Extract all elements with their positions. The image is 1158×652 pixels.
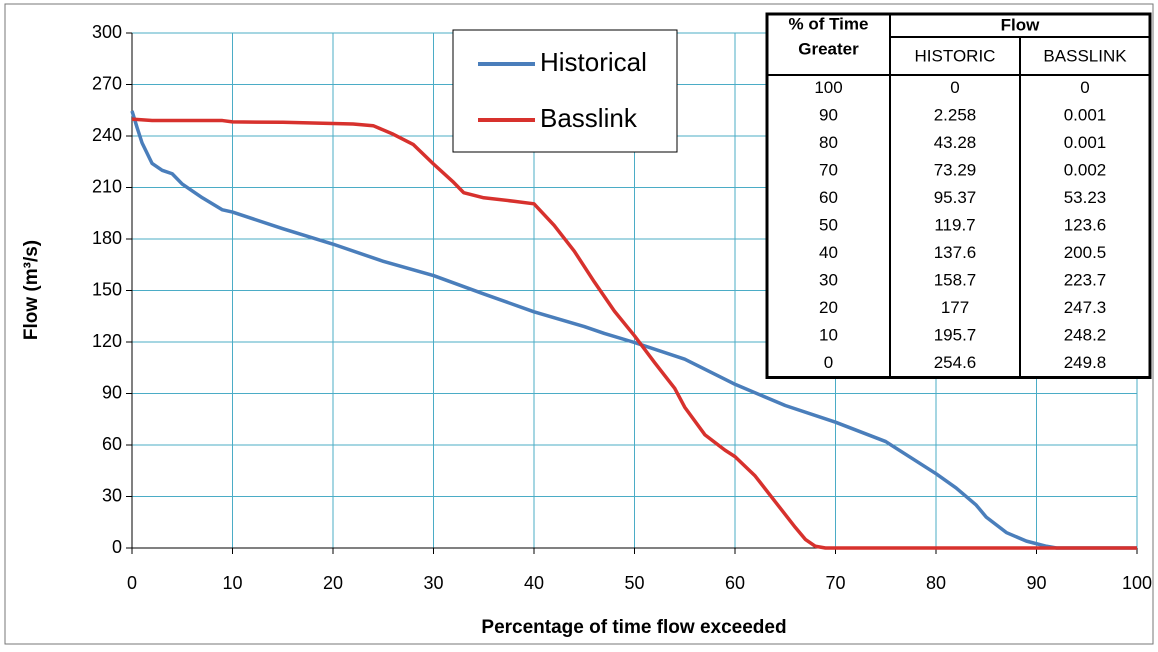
series-line bbox=[130, 110, 1137, 550]
table-header: Greater bbox=[798, 39, 859, 58]
table-cell: 248.2 bbox=[1064, 326, 1107, 345]
table-cell: 95.37 bbox=[934, 188, 977, 207]
legend-label: Historical bbox=[540, 47, 647, 77]
table-cell: 50 bbox=[819, 216, 838, 235]
x-tick-label: 90 bbox=[1026, 573, 1046, 593]
x-tick-label: 20 bbox=[323, 573, 343, 593]
table-cell: 137.6 bbox=[934, 243, 977, 262]
table-cell: 20 bbox=[819, 298, 838, 317]
table-cell: 195.7 bbox=[934, 326, 977, 345]
table-cell: 158.7 bbox=[934, 271, 977, 290]
y-tick-label: 210 bbox=[92, 176, 122, 196]
table-cell: 119.7 bbox=[934, 216, 975, 235]
y-tick-label: 90 bbox=[102, 382, 122, 402]
x-axis-title: Percentage of time flow exceeded bbox=[481, 617, 786, 638]
table-cell: 223.7 bbox=[1064, 271, 1107, 290]
table-cell: 0 bbox=[950, 78, 959, 97]
x-tick-label: 60 bbox=[725, 573, 745, 593]
x-tick-label: 80 bbox=[926, 573, 946, 593]
y-tick-label: 240 bbox=[92, 125, 122, 145]
y-tick-label: 0 bbox=[112, 537, 122, 557]
table-header: % of Time bbox=[789, 14, 869, 33]
table-header: BASSLINK bbox=[1043, 46, 1127, 65]
table-cell: 73.29 bbox=[934, 161, 977, 180]
x-tick-label: 0 bbox=[127, 573, 137, 593]
table-cell: 0.001 bbox=[1064, 133, 1107, 152]
y-tick-label: 270 bbox=[92, 73, 122, 93]
table-cell: 40 bbox=[819, 243, 838, 262]
table-cell: 0 bbox=[824, 353, 833, 372]
table-cell: 247.3 bbox=[1064, 298, 1107, 317]
table-cell: 43.28 bbox=[934, 133, 977, 152]
y-tick-label: 150 bbox=[92, 279, 122, 299]
table-cell: 10 bbox=[819, 326, 838, 345]
x-tick-label: 10 bbox=[222, 573, 242, 593]
x-tick-label: 50 bbox=[624, 573, 644, 593]
y-tick-label: 180 bbox=[92, 228, 122, 248]
table-cell: 0.002 bbox=[1064, 161, 1107, 180]
legend-box bbox=[452, 29, 678, 153]
legend-label: Basslink bbox=[540, 103, 638, 133]
x-tick-label: 40 bbox=[524, 573, 544, 593]
table-cell: 249.8 bbox=[1064, 353, 1107, 372]
table-cell: 60 bbox=[819, 188, 838, 207]
table-cell: 0 bbox=[1080, 78, 1089, 97]
table-cell: 177 bbox=[941, 298, 969, 317]
series-line bbox=[131, 117, 1137, 550]
table-cell: 254.6 bbox=[934, 353, 977, 372]
y-tick-label: 60 bbox=[102, 434, 122, 454]
table-cell: 30 bbox=[819, 271, 838, 290]
table-cell: 123.6 bbox=[1064, 216, 1107, 235]
table-header: HISTORIC bbox=[915, 46, 996, 65]
table-cell: 80 bbox=[819, 133, 838, 152]
y-tick-label: 120 bbox=[92, 331, 122, 351]
table-header: Flow bbox=[1001, 15, 1040, 34]
table-cell: 2.258 bbox=[934, 106, 977, 125]
y-axis-title: Flow (m³/s) bbox=[21, 240, 42, 340]
table-border bbox=[765, 12, 1152, 379]
x-tick-label: 30 bbox=[423, 573, 443, 593]
y-tick-label: 30 bbox=[102, 485, 122, 505]
y-tick-label: 300 bbox=[92, 22, 122, 42]
x-tick-label: 100 bbox=[1122, 573, 1152, 593]
table-cell: 53.23 bbox=[1064, 188, 1107, 207]
x-tick-label: 70 bbox=[825, 573, 845, 593]
table-cell: 0.001 bbox=[1064, 106, 1107, 125]
table-cell: 70 bbox=[819, 161, 838, 180]
table-cell: 90 bbox=[819, 106, 838, 125]
table-cell: 100 bbox=[814, 78, 842, 97]
table-cell: 200.5 bbox=[1064, 243, 1107, 262]
